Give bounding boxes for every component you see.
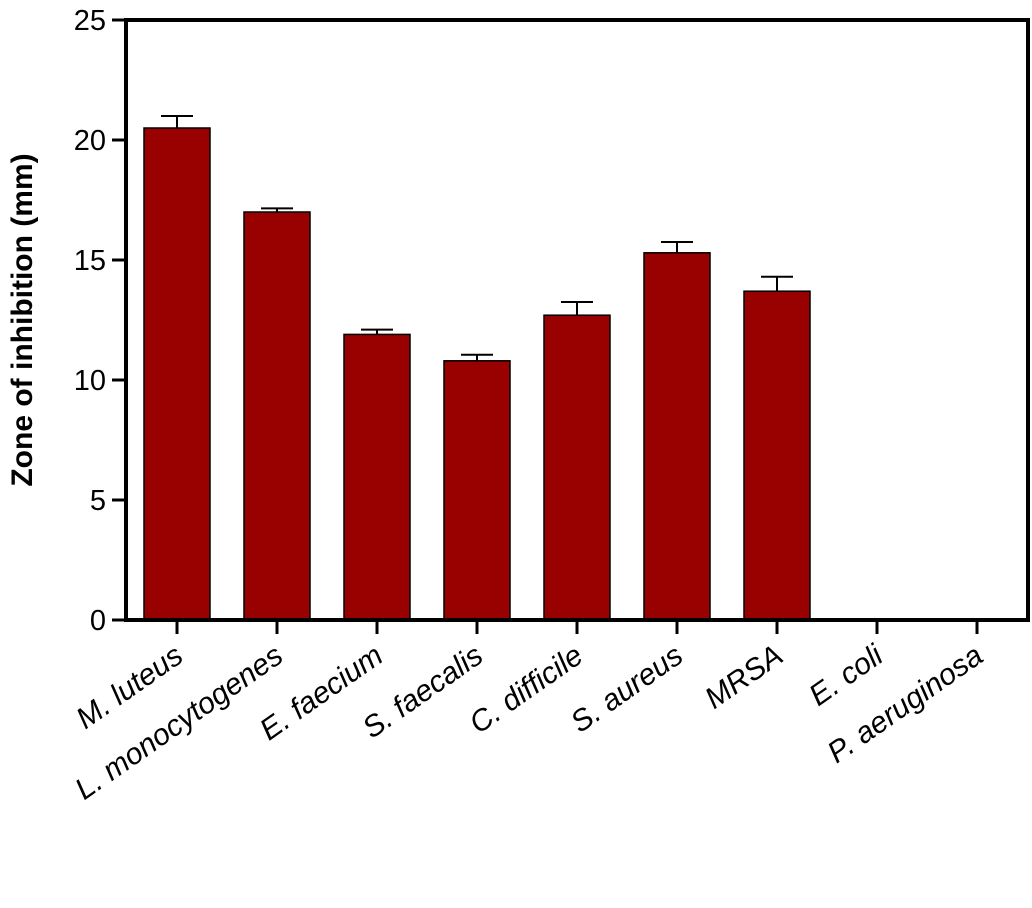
x-tick-label-mrsa: MRSA <box>699 639 789 716</box>
bar-e-faecium <box>343 333 411 621</box>
error-bars-layer <box>161 115 793 361</box>
y-tick-label-15: 15 <box>74 245 106 277</box>
error-bar-m-luteus <box>161 115 193 128</box>
error-bar-l-monocytogenes <box>261 207 293 212</box>
y-tick-label-0: 0 <box>90 605 106 637</box>
bar-c-difficile <box>543 314 611 621</box>
error-bar-e-faecium <box>361 328 393 335</box>
y-tick-label-20: 20 <box>74 125 106 157</box>
y-tick-label-25: 25 <box>74 5 106 37</box>
bar-mrsa <box>743 290 811 621</box>
error-bar-mrsa <box>761 275 793 292</box>
error-bar-s-aureus <box>661 241 693 253</box>
bar-m-luteus <box>143 127 211 621</box>
x-tick-label-s-aureus: S. aureus <box>565 639 689 740</box>
error-bar-c-difficile <box>561 301 593 316</box>
y-tick-label-5: 5 <box>90 485 106 517</box>
bars-layer <box>143 127 811 621</box>
bar-l-monocytogenes <box>243 211 311 621</box>
y-axis-label: Zone of inhibition (mm) <box>6 153 39 486</box>
y-tick-label-10: 10 <box>74 365 106 397</box>
bar-s-faecalis <box>443 360 511 621</box>
y-axis: 0 5 10 15 20 25 <box>74 5 126 637</box>
x-tick-label-e-coli: E. coli <box>803 638 890 713</box>
error-bar-s-faecalis <box>461 353 493 361</box>
bar-s-aureus <box>643 252 711 621</box>
x-tick-label-c-difficile: C. difficile <box>464 639 589 741</box>
